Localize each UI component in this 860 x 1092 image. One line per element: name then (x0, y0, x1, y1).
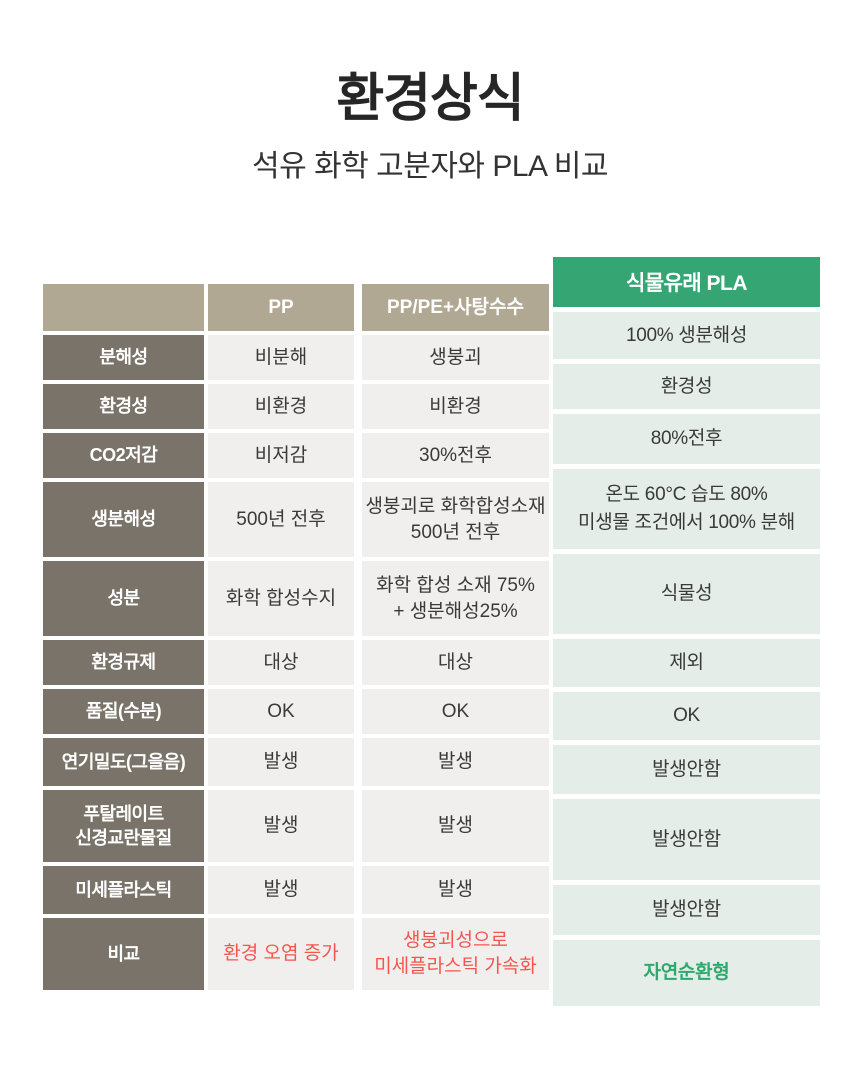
pp-value-cell: 발생 (208, 866, 354, 914)
row-label-cell: 푸탈레이트 신경교란물질 (43, 790, 204, 862)
table-row: 비교 환경 오염 증가 생붕괴성으로 미세플라스틱 가속화 (43, 918, 549, 990)
pla-header-cell: 식물유래 PLA (553, 257, 820, 307)
row-label-cell: 연기밀도(그을음) (43, 738, 204, 786)
pp-header-cell: PP (208, 284, 354, 331)
table-row: 생분해성 500년 전후 생붕괴로 화학합성소재 500년 전후 (43, 482, 549, 557)
table-row: 푸탈레이트 신경교란물질 발생 발생 (43, 790, 549, 862)
row-label-cell: 환경규제 (43, 640, 204, 685)
pla-value-cell: 온도 60°C 습도 80% 미생물 조건에서 100% 분해 (553, 469, 820, 549)
table-row: 연기밀도(그을음) 발생 발생 (43, 738, 549, 786)
table-row: 미세플라스틱 발생 발생 (43, 866, 549, 914)
pp-value-cell: 비환경 (208, 384, 354, 429)
row-label-cell: 환경성 (43, 384, 204, 429)
pla-value-cell: 식물성 (553, 554, 820, 634)
ppe-value-cell: OK (362, 689, 549, 734)
page-title: 환경상식 (336, 70, 524, 128)
ppe-value-cell: 발생 (362, 866, 549, 914)
pla-value-cell: 환경성 (553, 364, 820, 409)
table-row: 성분 화학 합성수지 화학 합성 소재 75% + 생분해성25% (43, 561, 549, 636)
row-label-cell: CO2저감 (43, 433, 204, 478)
ppe-header-cell: PP/PE+사탕수수 (362, 284, 549, 331)
ppe-value-cell: 화학 합성 소재 75% + 생분해성25% (362, 561, 549, 636)
pla-value-cell: OK (553, 692, 820, 740)
pp-value-cell: 비저감 (208, 433, 354, 478)
pp-value-cell: 비분해 (208, 335, 354, 380)
row-label-cell: 생분해성 (43, 482, 204, 557)
pla-value-cell: 자연순환형 (553, 940, 820, 1006)
pla-value-cell: 발생안함 (553, 799, 820, 880)
ppe-value-cell: 발생 (362, 738, 549, 786)
ppe-value-cell: 생붕괴성으로 미세플라스틱 가속화 (362, 918, 549, 990)
ppe-value-cell: 발생 (362, 790, 549, 862)
pla-column: 식물유래 PLA 100% 생분해성 환경성 80%전후 온도 60°C 습도 … (553, 257, 820, 1011)
ppe-value-cell: 생붕괴로 화학합성소재 500년 전후 (362, 482, 549, 557)
pp-value-cell: 500년 전후 (208, 482, 354, 557)
pla-value-cell: 발생안함 (553, 885, 820, 935)
page-subtitle: 석유 화학 고분자와 PLA 비교 (252, 150, 608, 183)
row-label-cell: 분해성 (43, 335, 204, 380)
row-label-cell: 미세플라스틱 (43, 866, 204, 914)
ppe-value-cell: 30%전후 (362, 433, 549, 478)
ppe-value-cell: 대상 (362, 640, 549, 685)
table-row: 분해성 비분해 생붕괴 (43, 335, 549, 380)
ppe-value-cell: 생붕괴 (362, 335, 549, 380)
table-row: 환경규제 대상 대상 (43, 640, 549, 685)
pp-value-cell: 발생 (208, 738, 354, 786)
table-row: CO2저감 비저감 30%전후 (43, 433, 549, 478)
corner-header-cell (43, 284, 204, 331)
pla-value-cell: 80%전후 (553, 414, 820, 464)
pp-value-cell: OK (208, 689, 354, 734)
pp-value-cell: 화학 합성수지 (208, 561, 354, 636)
pla-value-cell: 100% 생분해성 (553, 312, 820, 359)
pp-value-cell: 환경 오염 증가 (208, 918, 354, 990)
pp-value-cell: 대상 (208, 640, 354, 685)
row-label-cell: 비교 (43, 918, 204, 990)
pp-value-cell: 발생 (208, 790, 354, 862)
table-row: 환경성 비환경 비환경 (43, 384, 549, 429)
ppe-value-cell: 비환경 (362, 384, 549, 429)
comparison-table: PP PP/PE+사탕수수 분해성 비분해 생붕괴 환경성 비환경 비환경 CO… (43, 284, 549, 994)
pla-value-cell: 발생안함 (553, 745, 820, 794)
table-header-row: PP PP/PE+사탕수수 (43, 284, 549, 331)
table-row: 품질(수분) OK OK (43, 689, 549, 734)
row-label-cell: 성분 (43, 561, 204, 636)
pla-value-cell: 제외 (553, 639, 820, 687)
row-label-cell: 품질(수분) (43, 689, 204, 734)
